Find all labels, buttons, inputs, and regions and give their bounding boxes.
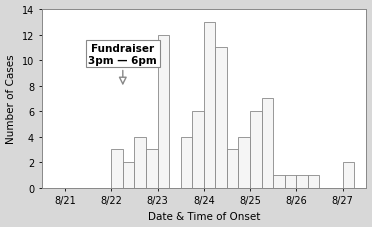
Bar — [296, 175, 308, 188]
Bar — [192, 112, 204, 188]
Bar — [273, 175, 285, 188]
Bar — [134, 137, 146, 188]
Bar — [157, 36, 169, 188]
Bar — [215, 48, 227, 188]
Bar — [285, 175, 296, 188]
Bar — [250, 112, 262, 188]
Bar — [146, 150, 157, 188]
Bar — [308, 175, 320, 188]
Bar — [343, 162, 354, 188]
Bar — [262, 99, 273, 188]
Bar — [181, 137, 192, 188]
Bar — [111, 150, 123, 188]
Y-axis label: Number of Cases: Number of Cases — [6, 54, 16, 144]
Bar — [238, 137, 250, 188]
Bar — [123, 162, 134, 188]
Text: Fundraiser
3pm — 6pm: Fundraiser 3pm — 6pm — [89, 44, 157, 84]
Bar — [204, 23, 215, 188]
X-axis label: Date & Time of Onset: Date & Time of Onset — [148, 211, 260, 221]
Bar — [227, 150, 238, 188]
